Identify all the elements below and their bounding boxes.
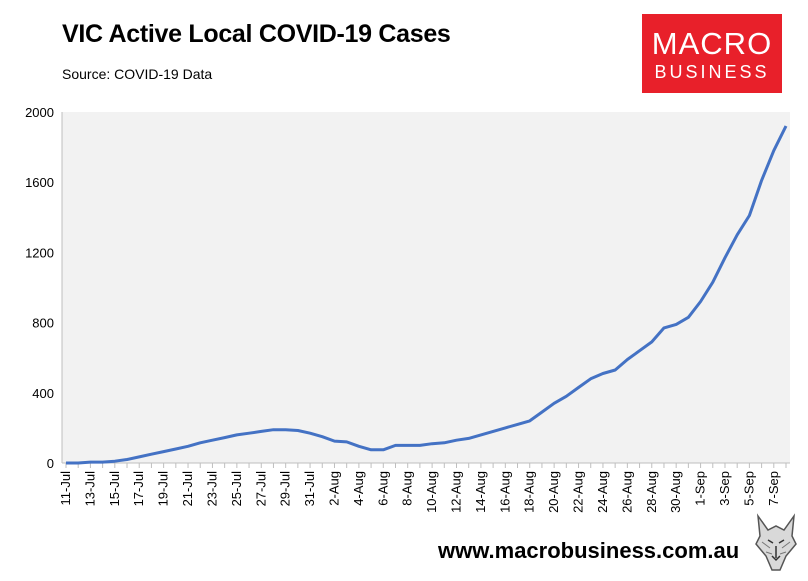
x-tick-label: 4-Aug <box>351 471 366 506</box>
y-tick-label: 400 <box>32 386 54 401</box>
x-tick-label: 6-Aug <box>375 471 390 506</box>
x-tick-label: 18-Aug <box>522 471 537 513</box>
x-tick-label: 3-Sep <box>717 471 732 506</box>
macrobusiness-logo: MACRO BUSINESS <box>642 14 782 93</box>
x-tick-label: 7-Sep <box>766 471 781 506</box>
x-tick-label: 5-Sep <box>741 471 756 506</box>
series-line-active-cases <box>66 125 788 465</box>
x-tick-label: 21-Jul <box>180 471 195 507</box>
wolf-logo-icon <box>755 513 797 571</box>
y-axis: 0 400 800 1200 1600 2000 <box>25 105 63 471</box>
x-tick-label: 25-Jul <box>229 471 244 507</box>
logo-line-1: MACRO <box>651 26 773 61</box>
x-tick-label: 16-Aug <box>497 471 512 513</box>
x-tick-label: 28-Aug <box>644 471 659 513</box>
y-tick-label: 0 <box>47 456 54 471</box>
y-tick-label: 1200 <box>25 245 54 260</box>
y-tick-label: 1600 <box>25 175 54 190</box>
x-tick-label: 19-Jul <box>156 471 171 507</box>
chart-title: VIC Active Local COVID-19 Cases <box>62 20 451 48</box>
x-tick-label: 23-Jul <box>204 471 219 507</box>
x-tick-label: 8-Aug <box>400 471 415 506</box>
x-tick-label: 14-Aug <box>473 471 488 513</box>
x-tick-label: 22-Aug <box>571 471 586 513</box>
y-tick-label: 2000 <box>25 105 54 120</box>
chart-source: Source: COVID-19 Data <box>62 66 213 82</box>
website-url: www.macrobusiness.com.au <box>438 538 740 563</box>
x-tick-label: 27-Jul <box>253 471 268 507</box>
logo-line-2: BUSINESS <box>654 62 770 82</box>
x-tick-label: 13-Jul <box>82 471 97 507</box>
x-tick-label: 17-Jul <box>131 471 146 507</box>
plot-area <box>62 112 790 463</box>
x-tick-label: 31-Jul <box>302 471 317 507</box>
x-tick-label: 10-Aug <box>424 471 439 513</box>
x-tick-label: 24-Aug <box>595 471 610 513</box>
x-tick-label: 15-Jul <box>107 471 122 507</box>
x-tick-label: 11-Jul <box>58 471 73 506</box>
x-tick-label: 20-Aug <box>546 471 561 513</box>
x-tick-label: 29-Jul <box>278 471 293 507</box>
y-tick-label: 800 <box>32 316 54 331</box>
x-axis: 11-Jul 13-Jul 15-Jul 17-Jul 19-Jul 21-Jul 23-J… <box>58 462 790 513</box>
x-tick-label: 26-Aug <box>619 471 634 513</box>
x-tick-label: 30-Aug <box>668 471 683 513</box>
x-tick-label: 1-Sep <box>693 471 708 506</box>
x-tick-label: 12-Aug <box>449 471 464 513</box>
x-tick-label: 2-Aug <box>326 471 341 506</box>
